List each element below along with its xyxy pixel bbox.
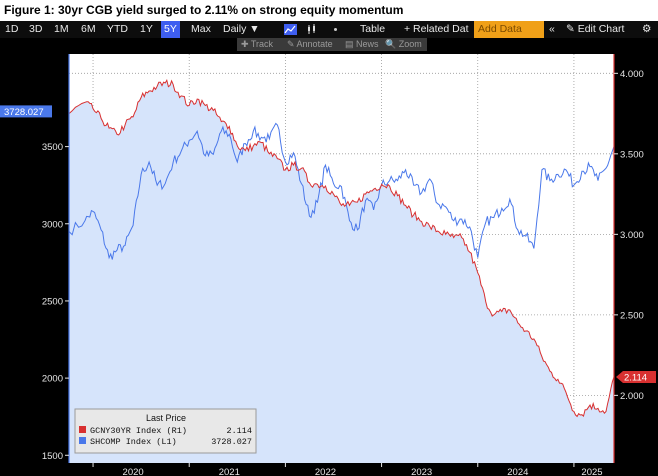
line-chart-icon[interactable] <box>284 24 297 35</box>
add-data-input[interactable]: Add Data <box>474 21 544 38</box>
chart-canvas: 1500 2000 2500 3000 3500 2.000 2.500 3.000 3.50… <box>0 54 656 476</box>
range-5y-button[interactable]: 5Y <box>161 21 180 38</box>
settings-gear-icon[interactable]: ⚙ <box>642 23 652 35</box>
figure-title: Figure 1: 30yr CGB yield surged to 2.11%… <box>4 3 404 17</box>
legend-title: Last Price <box>146 413 186 423</box>
left-tick-label-3500: 3500 <box>42 142 63 153</box>
chart-subtoolbar: ✚ Track ✎ Annotate ▤ News 🔍 Zoom <box>237 38 427 51</box>
range-6m-button[interactable]: 6M <box>81 23 96 35</box>
x-tick-label-2022: 2022 <box>315 467 336 476</box>
last-value-left-badge: 3728.027 <box>0 105 52 118</box>
svg-text:3728.027: 3728.027 <box>4 107 44 118</box>
legend-box: Last Price GCNY30YR Index (R1) 2.114 SHC… <box>74 408 257 454</box>
interval-dropdown[interactable]: Daily ▼ <box>223 23 260 35</box>
legend-swatch-gcny30yr <box>79 426 86 433</box>
x-tick-label-2020: 2020 <box>123 467 144 476</box>
legend-swatch-shcomp <box>79 437 86 444</box>
chart-panel: 1D 3D 1M 6M YTD 1Y 5Y Max Daily ▼ Table … <box>0 21 658 476</box>
last-value-right-badge: 2.114 <box>616 371 656 384</box>
annotate-button[interactable]: ✎ Annotate <box>287 39 333 49</box>
range-3d-button[interactable]: 3D <box>29 23 43 35</box>
left-tick-label-1500: 1500 <box>42 451 63 462</box>
chart-toolbar: 1D 3D 1M 6M YTD 1Y 5Y Max Daily ▼ Table … <box>0 21 658 38</box>
legend-label-gcny30yr: GCNY30YR Index (R1) <box>90 426 187 436</box>
right-tick-label-4.000: 4.000 <box>620 69 644 80</box>
range-1d-button[interactable]: 1D <box>5 23 19 35</box>
right-tick-label-3.500: 3.500 <box>620 149 644 160</box>
related-data-button[interactable]: + Related Dat <box>404 23 469 35</box>
edit-chart-button[interactable]: ✎ Edit Chart <box>566 23 625 35</box>
range-ytd-button[interactable]: YTD <box>107 23 128 35</box>
legend-value-gcny30yr: 2.114 <box>226 426 252 436</box>
left-axis-ticks: 1500 2000 2500 3000 3500 <box>42 142 69 462</box>
right-tick-label-2.500: 2.500 <box>620 310 644 321</box>
gcny30yr-line <box>68 78 615 418</box>
shcomp-line <box>68 122 615 260</box>
range-1m-button[interactable]: 1M <box>54 23 69 35</box>
table-button[interactable]: Table <box>360 23 386 35</box>
x-axis-ticks: 2020 2021 2022 2023 2024 2025 <box>92 463 603 476</box>
legend-value-shcomp: 3728.027 <box>211 437 252 447</box>
candlestick-icon[interactable] <box>306 24 318 35</box>
left-tick-label-2000: 2000 <box>42 374 63 385</box>
left-tick-label-2500: 2500 <box>42 296 63 307</box>
right-tick-label-2.000: 2.000 <box>620 391 644 402</box>
news-button[interactable]: ▤ News <box>345 39 379 49</box>
legend-label-shcomp: SHCOMP Index (L1) <box>90 437 177 447</box>
x-tick-label-2024: 2024 <box>507 467 528 476</box>
left-tick-label-3000: 3000 <box>42 219 63 230</box>
x-tick-label-2023: 2023 <box>411 467 432 476</box>
x-tick-label-2021: 2021 <box>219 467 240 476</box>
zoom-button[interactable]: 🔍 Zoom <box>385 39 422 49</box>
right-axis-ticks: 2.000 2.500 3.000 3.500 4.000 <box>614 69 644 402</box>
range-1y-button[interactable]: 1Y <box>140 23 153 35</box>
dot-icon[interactable] <box>334 28 337 31</box>
track-button[interactable]: ✚ Track <box>241 39 274 49</box>
svg-text:2.114: 2.114 <box>624 373 647 384</box>
shcomp-area-fill <box>69 80 614 464</box>
collapse-button[interactable]: « <box>549 23 555 35</box>
x-tick-label-2025: 2025 <box>581 467 602 476</box>
range-max-button[interactable]: Max <box>191 23 211 35</box>
right-tick-label-3.000: 3.000 <box>620 230 644 241</box>
